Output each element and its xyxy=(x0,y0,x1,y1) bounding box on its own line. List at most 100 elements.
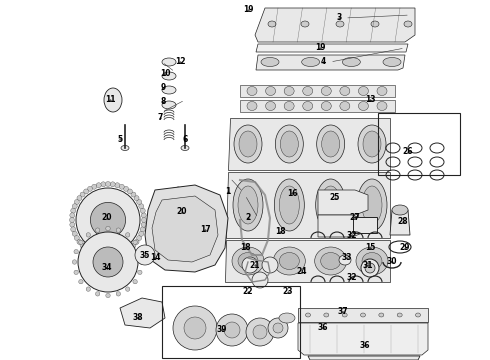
Circle shape xyxy=(88,249,93,254)
Circle shape xyxy=(242,257,258,273)
Text: 13: 13 xyxy=(365,95,375,104)
Circle shape xyxy=(125,287,130,291)
Polygon shape xyxy=(225,240,390,282)
Ellipse shape xyxy=(321,86,331,95)
Circle shape xyxy=(84,189,89,194)
Ellipse shape xyxy=(238,186,258,224)
Text: 6: 6 xyxy=(182,135,188,144)
Circle shape xyxy=(190,236,196,241)
Ellipse shape xyxy=(280,131,298,157)
Circle shape xyxy=(173,306,217,350)
Circle shape xyxy=(72,204,77,209)
Text: 14: 14 xyxy=(150,253,160,262)
Circle shape xyxy=(181,186,186,192)
Circle shape xyxy=(131,243,136,248)
Circle shape xyxy=(70,222,75,227)
Text: 1: 1 xyxy=(225,188,231,197)
Ellipse shape xyxy=(284,102,294,111)
Text: 2: 2 xyxy=(245,213,250,222)
Ellipse shape xyxy=(397,313,402,317)
Ellipse shape xyxy=(363,131,381,157)
Circle shape xyxy=(105,181,111,186)
Text: 20: 20 xyxy=(177,207,187,216)
Ellipse shape xyxy=(377,102,387,111)
Ellipse shape xyxy=(339,255,351,265)
Circle shape xyxy=(110,253,115,258)
Text: 19: 19 xyxy=(243,5,253,14)
Circle shape xyxy=(176,238,181,243)
Circle shape xyxy=(116,228,121,232)
Ellipse shape xyxy=(275,125,303,163)
Ellipse shape xyxy=(104,88,122,112)
Text: 36: 36 xyxy=(360,341,370,350)
Ellipse shape xyxy=(371,21,379,27)
Circle shape xyxy=(96,252,101,257)
Polygon shape xyxy=(318,190,368,215)
Polygon shape xyxy=(255,8,415,42)
Ellipse shape xyxy=(268,21,276,27)
Circle shape xyxy=(198,230,203,235)
Text: 5: 5 xyxy=(118,135,122,144)
Polygon shape xyxy=(256,55,405,70)
Circle shape xyxy=(246,318,274,346)
Circle shape xyxy=(142,217,147,222)
Text: 30: 30 xyxy=(387,257,397,266)
Circle shape xyxy=(252,272,268,288)
Ellipse shape xyxy=(274,179,304,231)
Ellipse shape xyxy=(383,58,401,67)
Ellipse shape xyxy=(358,125,386,163)
Circle shape xyxy=(74,270,78,275)
Ellipse shape xyxy=(340,86,350,95)
Text: 28: 28 xyxy=(398,217,408,226)
Circle shape xyxy=(105,253,111,258)
Text: 8: 8 xyxy=(160,98,166,107)
Ellipse shape xyxy=(273,247,305,275)
Polygon shape xyxy=(308,356,420,360)
Polygon shape xyxy=(152,196,218,262)
Circle shape xyxy=(72,231,77,236)
Ellipse shape xyxy=(379,313,384,317)
Text: 38: 38 xyxy=(133,314,143,323)
Ellipse shape xyxy=(279,252,299,270)
Circle shape xyxy=(134,195,139,201)
Circle shape xyxy=(77,195,82,201)
Circle shape xyxy=(253,325,267,339)
Ellipse shape xyxy=(416,313,420,317)
Text: 33: 33 xyxy=(342,253,352,262)
Circle shape xyxy=(70,213,75,218)
Circle shape xyxy=(181,238,186,243)
Circle shape xyxy=(186,238,191,243)
Text: 22: 22 xyxy=(243,288,253,297)
Circle shape xyxy=(167,235,172,240)
Ellipse shape xyxy=(343,58,360,67)
Circle shape xyxy=(74,235,79,240)
Ellipse shape xyxy=(320,186,341,224)
Text: 34: 34 xyxy=(102,264,112,273)
Circle shape xyxy=(116,292,121,296)
Text: 11: 11 xyxy=(105,95,115,104)
Circle shape xyxy=(79,279,83,284)
Circle shape xyxy=(190,189,196,194)
Circle shape xyxy=(195,191,199,196)
Circle shape xyxy=(119,184,124,189)
Circle shape xyxy=(268,318,288,338)
Circle shape xyxy=(140,227,145,232)
Ellipse shape xyxy=(358,86,368,95)
Text: 4: 4 xyxy=(320,58,326,67)
Circle shape xyxy=(204,222,209,227)
Circle shape xyxy=(201,226,206,231)
Circle shape xyxy=(134,239,139,244)
Circle shape xyxy=(159,229,164,234)
Text: 16: 16 xyxy=(287,189,297,198)
Ellipse shape xyxy=(232,247,264,275)
Bar xyxy=(353,217,377,233)
Ellipse shape xyxy=(239,131,257,157)
Circle shape xyxy=(139,204,144,209)
Circle shape xyxy=(119,251,124,256)
Ellipse shape xyxy=(321,102,331,111)
Circle shape xyxy=(115,252,120,257)
Circle shape xyxy=(184,317,206,339)
Circle shape xyxy=(205,212,211,217)
Text: 17: 17 xyxy=(200,225,210,234)
Circle shape xyxy=(125,233,130,237)
